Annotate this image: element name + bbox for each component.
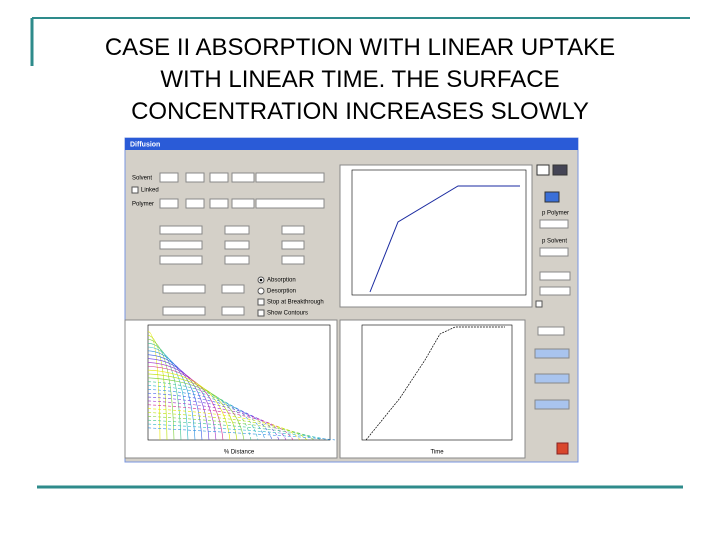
input[interactable] [224, 225, 250, 235]
slide-title: CONCENTRATION INCREASES SLOWLY [131, 98, 589, 125]
contour-line [147, 412, 308, 441]
input[interactable] [539, 247, 569, 257]
contour-line [147, 404, 294, 441]
label: Absorption [267, 278, 296, 284]
dropdown[interactable] [162, 306, 206, 316]
contour-lines [147, 331, 336, 441]
plot-area [351, 169, 527, 296]
input[interactable] [159, 172, 179, 183]
input[interactable] [281, 240, 305, 250]
contour-line [147, 342, 182, 441]
label: Solvent [132, 176, 152, 182]
contour-line [147, 358, 210, 441]
checkbox[interactable] [131, 186, 139, 194]
checkbox[interactable] [535, 300, 543, 308]
input[interactable] [224, 255, 250, 265]
plot-area [147, 324, 331, 441]
window-title: Diffusion [130, 141, 160, 148]
output-field [534, 373, 570, 384]
icon-button[interactable] [536, 164, 550, 176]
contour-line [147, 400, 287, 441]
input[interactable] [159, 255, 203, 265]
input[interactable] [224, 240, 250, 250]
input[interactable] [281, 225, 305, 235]
input[interactable] [209, 198, 229, 209]
contour-line [147, 427, 336, 441]
contour-line [147, 396, 280, 441]
input[interactable] [539, 219, 569, 229]
label: Linked [141, 188, 159, 194]
axis-label: Time [430, 450, 444, 456]
plot-curve [369, 185, 520, 293]
icon-button[interactable] [544, 191, 560, 203]
contour-line [147, 381, 252, 441]
radio-dot [259, 278, 263, 282]
dropdown[interactable] [255, 198, 325, 209]
slide-title: WITH LINEAR TIME. THE SURFACE [160, 66, 559, 93]
input[interactable] [159, 198, 179, 209]
contour-line [147, 389, 266, 441]
input[interactable] [221, 284, 245, 294]
label: p Solvent [542, 239, 567, 245]
plot-area [361, 324, 513, 441]
contour-line [147, 423, 329, 441]
axis-label: % Distance [224, 450, 255, 456]
input[interactable] [221, 306, 245, 316]
label: Stop at Breakthrough [267, 300, 324, 306]
input[interactable] [162, 284, 206, 294]
label: Show Contours [267, 311, 308, 317]
input[interactable] [539, 271, 571, 281]
input[interactable] [185, 172, 205, 183]
title-bar [125, 138, 578, 150]
input[interactable] [231, 172, 255, 183]
icon-button[interactable] [552, 164, 568, 176]
input[interactable] [159, 225, 203, 235]
contour-line [147, 335, 168, 441]
output-field [534, 348, 570, 359]
label: p Polymer [542, 211, 569, 217]
input[interactable] [209, 172, 229, 183]
contour-line [147, 416, 315, 441]
plot-curve [365, 326, 505, 441]
input[interactable] [537, 326, 565, 336]
input[interactable] [539, 286, 571, 296]
dropdown[interactable] [255, 172, 325, 183]
label: Polymer [132, 202, 154, 208]
close-button[interactable] [556, 442, 569, 455]
contour-line [147, 385, 259, 441]
radio[interactable] [257, 287, 265, 295]
slide-title: CASE II ABSORPTION WITH LINEAR UPTAKE [105, 34, 615, 61]
output-field [534, 399, 570, 410]
label: Desorption [267, 289, 296, 295]
input[interactable] [281, 255, 305, 265]
contour-line [147, 377, 245, 441]
input[interactable] [185, 198, 205, 209]
input[interactable] [231, 198, 255, 209]
checkbox[interactable] [257, 309, 265, 317]
checkbox[interactable] [257, 298, 265, 306]
contour-line [147, 354, 203, 441]
input[interactable] [159, 240, 203, 250]
